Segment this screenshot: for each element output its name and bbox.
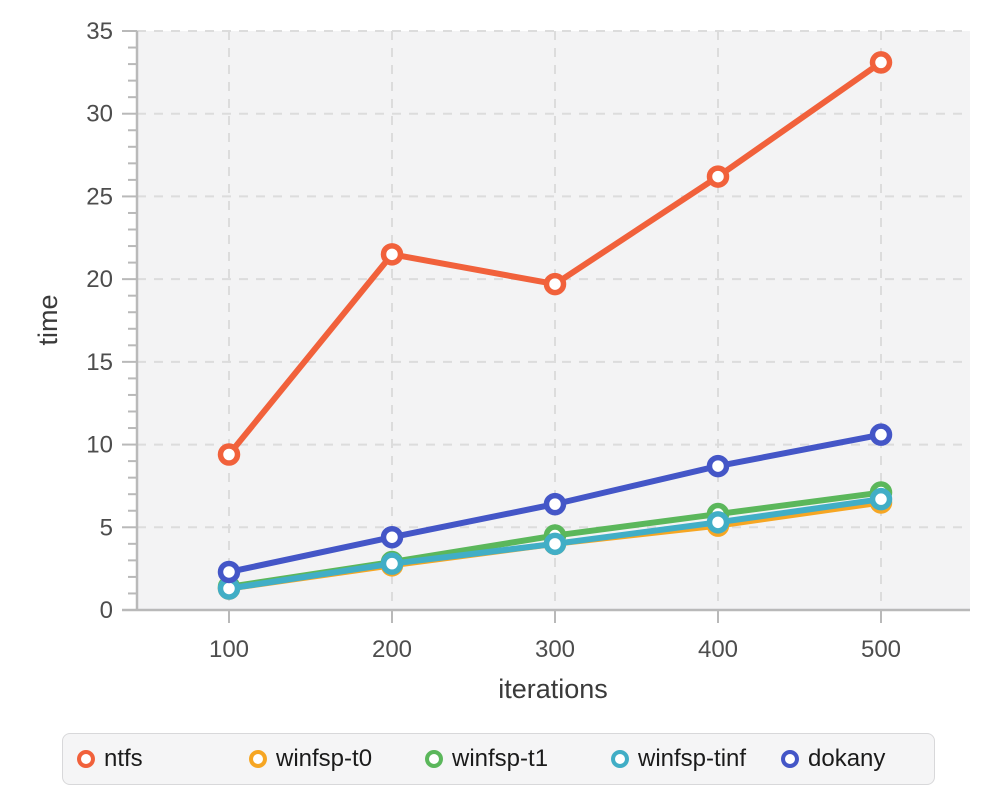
marker-dokany (706, 454, 730, 478)
marker-ntfs (217, 443, 241, 466)
marker-winfsp-tinf (543, 532, 567, 556)
legend-label: winfsp-t0 (276, 745, 373, 772)
legend-ring-icon (781, 750, 799, 768)
marker-dokany (543, 492, 567, 516)
legend-label: ntfs (104, 745, 143, 772)
legend-item-winfsp-tinf: winfsp-tinf (611, 745, 781, 773)
x-tick-label: 200 (372, 636, 412, 663)
y-axis-title: time (33, 294, 63, 345)
legend-ring-icon (249, 750, 267, 768)
y-tick-label: 35 (86, 18, 113, 45)
y-tick-label: 0 (100, 597, 113, 624)
marker-ntfs (706, 165, 730, 188)
legend-ring-icon (611, 750, 629, 768)
marker-ntfs (380, 243, 404, 266)
y-tick-label: 5 (100, 514, 113, 541)
marker-dokany (380, 525, 404, 549)
legend-label: winfsp-t1 (452, 745, 549, 772)
legend-ring-icon (77, 750, 95, 768)
legend-item-winfsp-t0: winfsp-t0 (249, 745, 425, 773)
y-tick-label: 25 (86, 183, 113, 210)
marker-ntfs (543, 272, 567, 296)
x-tick-label: 500 (861, 636, 901, 663)
x-axis-title: iterations (498, 674, 608, 704)
legend-item-dokany: dokany (781, 745, 885, 773)
y-tick-label: 30 (86, 101, 113, 128)
marker-ntfs (869, 51, 893, 74)
marker-winfsp-tinf (869, 487, 893, 511)
x-tick-label: 400 (698, 636, 738, 663)
legend-label: winfsp-tinf (638, 745, 747, 772)
x-tick-label: 300 (535, 636, 575, 663)
marker-dokany (217, 560, 241, 584)
chart-legend: ntfs winfsp-t0 winfsp-t1 winfsp-tinf dokany (62, 733, 935, 785)
plot-canvas: 0 5 10 15 20 25 30 35 100 200 300 400 500 iterations… (33, 18, 970, 704)
y-tick-label: 10 (86, 432, 113, 459)
y-tick-label: 15 (86, 349, 113, 376)
legend-item-winfsp-t1: winfsp-t1 (425, 745, 611, 773)
marker-winfsp-tinf (380, 552, 404, 575)
legend-ring-icon (425, 750, 443, 768)
y-tick-label: 20 (86, 266, 113, 293)
legend-label: dokany (808, 745, 886, 772)
marker-winfsp-tinf (706, 511, 730, 534)
legend-item-ntfs: ntfs (77, 745, 249, 773)
marker-dokany (869, 423, 893, 446)
x-tick-label: 100 (209, 636, 249, 663)
plot-panel (137, 31, 970, 610)
